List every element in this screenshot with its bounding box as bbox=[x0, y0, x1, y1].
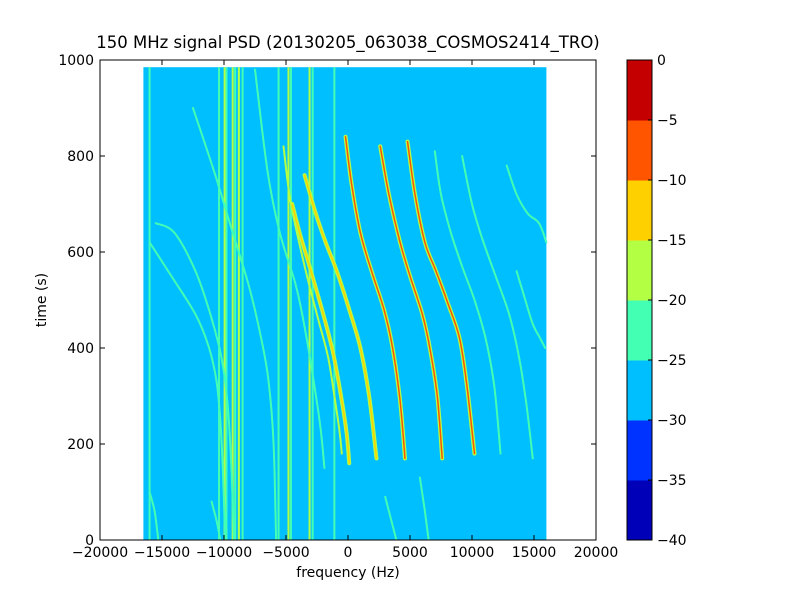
colorbar-segment bbox=[627, 240, 652, 301]
vertical-lines bbox=[148, 67, 336, 540]
signal-trace bbox=[379, 145, 443, 460]
colorbar-segment bbox=[627, 180, 652, 241]
y-tick-label: 800 bbox=[67, 149, 94, 165]
colorbar: −40 −35 −30 −25 −20 −15 −10 −5 0 bbox=[626, 53, 687, 549]
signal-trace bbox=[505, 164, 548, 244]
plot-area bbox=[100, 60, 596, 540]
chart-title: 150 MHz signal PSD (20130205_063038_COSM… bbox=[96, 33, 600, 53]
colorbar-tick-label: −15 bbox=[657, 233, 687, 249]
signal-trace bbox=[406, 140, 476, 455]
x-tick-label: 10000 bbox=[450, 545, 495, 561]
signal-trace bbox=[210, 500, 222, 540]
x-tick-label: −5000 bbox=[262, 545, 309, 561]
colorbar-tick-label: −5 bbox=[657, 113, 678, 129]
y-axis-ticks: 0 200 400 600 800 1000 bbox=[58, 53, 596, 549]
colorbar-tick-label: −35 bbox=[657, 473, 687, 489]
x-axis-label: frequency (Hz) bbox=[296, 565, 399, 581]
signal-trace bbox=[192, 107, 278, 540]
colorbar-tick-label: 0 bbox=[657, 53, 666, 69]
x-axis-ticks: −20000 −15000 −10000 −5000 0 5000 10000 15000 20… bbox=[72, 60, 618, 561]
x-tick-label: 15000 bbox=[512, 545, 557, 561]
colorbar-segment bbox=[627, 60, 652, 121]
signal-trace bbox=[148, 241, 227, 540]
y-tick-label: 1000 bbox=[58, 53, 94, 69]
x-tick-label: 20000 bbox=[574, 545, 619, 561]
colorbar-segment bbox=[627, 300, 652, 361]
colorbar-segment bbox=[627, 360, 652, 421]
y-tick-label: 400 bbox=[67, 341, 94, 357]
signal-traces bbox=[148, 68, 548, 540]
x-tick-label: 0 bbox=[344, 545, 353, 561]
signal-trace bbox=[154, 222, 235, 540]
signal-trace bbox=[254, 68, 326, 469]
x-tick-label: −20000 bbox=[72, 545, 128, 561]
colorbar-tick-label: −30 bbox=[657, 413, 687, 429]
signal-trace bbox=[291, 203, 350, 464]
colorbar-tick-label: −20 bbox=[657, 293, 687, 309]
x-tick-label: −10000 bbox=[196, 545, 252, 561]
y-tick-label: 600 bbox=[67, 245, 94, 261]
colorbar-tick-label: −10 bbox=[657, 173, 687, 189]
y-axis-label: time (s) bbox=[34, 273, 50, 327]
x-tick-label: −15000 bbox=[134, 545, 190, 561]
colorbar-segment bbox=[627, 480, 652, 541]
signal-trace bbox=[433, 150, 502, 455]
signal-trace bbox=[461, 155, 534, 460]
x-tick-label: 5000 bbox=[392, 545, 428, 561]
y-tick-label: 200 bbox=[67, 437, 94, 453]
signal-trace bbox=[344, 136, 406, 460]
signal-trace bbox=[303, 174, 378, 460]
y-tick-label: 0 bbox=[85, 533, 94, 549]
colorbar-segment bbox=[627, 120, 652, 181]
signal-trace bbox=[515, 270, 547, 349]
signal-trace bbox=[418, 476, 430, 540]
colorbar-segment bbox=[627, 420, 652, 481]
colorbar-tick-label: −25 bbox=[657, 353, 687, 369]
colorbar-tick-label: −40 bbox=[657, 533, 687, 549]
signal-trace bbox=[148, 491, 160, 540]
signal-trace bbox=[384, 495, 398, 540]
